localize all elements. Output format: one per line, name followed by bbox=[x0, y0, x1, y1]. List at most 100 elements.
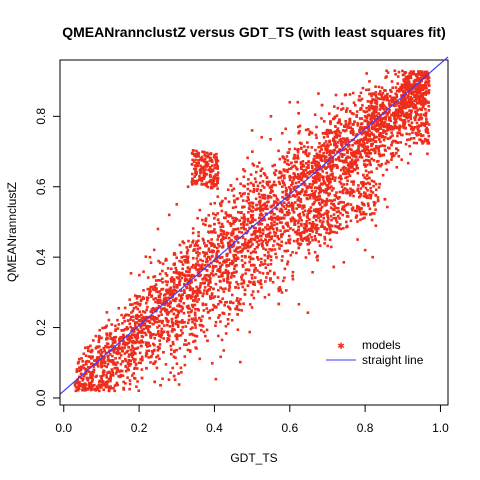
scatter-point bbox=[204, 277, 208, 280]
scatter-point bbox=[326, 128, 329, 132]
scatter-point bbox=[157, 330, 160, 333]
scatter-point bbox=[356, 206, 359, 210]
scatter-point bbox=[364, 165, 367, 168]
scatter-point bbox=[211, 212, 215, 215]
scatter-point bbox=[296, 192, 299, 196]
scatter-point bbox=[326, 144, 330, 148]
scatter-point bbox=[284, 207, 287, 211]
scatter-point bbox=[191, 263, 195, 267]
scatter-point bbox=[355, 114, 358, 117]
scatter-point bbox=[170, 276, 174, 279]
scatter-point bbox=[409, 96, 413, 100]
scatter-point bbox=[426, 74, 430, 78]
scatter-point bbox=[89, 374, 92, 378]
scatter-point bbox=[114, 335, 118, 339]
scatter-point bbox=[350, 191, 354, 195]
scatter-point bbox=[186, 261, 190, 264]
scatter-point bbox=[389, 119, 393, 123]
scatter-point bbox=[133, 302, 137, 305]
scatter-point bbox=[217, 334, 220, 338]
scatter-point bbox=[183, 355, 187, 358]
legend-models-marker: ✱ bbox=[337, 342, 345, 352]
scatter-point bbox=[299, 242, 303, 246]
scatter-point bbox=[305, 186, 309, 190]
scatter-point bbox=[326, 210, 330, 214]
scatter-point bbox=[357, 152, 361, 155]
scatter-point bbox=[222, 278, 226, 281]
scatter-point bbox=[221, 235, 225, 239]
scatter-point bbox=[367, 105, 371, 108]
scatter-point bbox=[285, 162, 289, 166]
scatter-point bbox=[228, 248, 232, 252]
scatter-point bbox=[164, 298, 168, 301]
scatter-point bbox=[270, 237, 273, 241]
scatter-point bbox=[250, 293, 254, 297]
scatter-point bbox=[297, 196, 300, 199]
scatter-point bbox=[380, 163, 384, 166]
scatter-point bbox=[356, 187, 360, 191]
scatter-point bbox=[144, 333, 148, 337]
scatter-point bbox=[230, 262, 233, 266]
scatter-point bbox=[318, 244, 322, 247]
scatter-point bbox=[325, 203, 328, 206]
scatter-point bbox=[236, 297, 239, 300]
scatter-point bbox=[412, 81, 416, 85]
scatter-point bbox=[346, 143, 350, 147]
scatter-point bbox=[395, 141, 398, 144]
scatter-point bbox=[339, 227, 343, 231]
scatter-point bbox=[258, 213, 262, 217]
scatter-point bbox=[308, 211, 311, 215]
scatter-point bbox=[363, 119, 366, 122]
scatter-point bbox=[393, 111, 397, 114]
scatter-point bbox=[143, 322, 147, 326]
scatter-point bbox=[342, 137, 346, 141]
legend: ✱ models straight line bbox=[326, 338, 424, 367]
scatter-point bbox=[421, 100, 424, 104]
scatter-point bbox=[370, 131, 373, 135]
scatter-point bbox=[100, 358, 104, 361]
scatter-point bbox=[159, 299, 162, 302]
scatter-point bbox=[251, 150, 254, 153]
scatter-point bbox=[183, 278, 187, 281]
scatter-point bbox=[309, 170, 312, 173]
scatter-point bbox=[315, 231, 318, 235]
scatter-point bbox=[217, 255, 221, 259]
scatter-point bbox=[138, 295, 142, 298]
scatter-point bbox=[200, 155, 204, 159]
scatter-point bbox=[78, 357, 81, 361]
scatter-point bbox=[306, 210, 310, 213]
scatter-point bbox=[374, 85, 377, 88]
y-tick-label: 0.4 bbox=[34, 248, 48, 265]
scatter-point bbox=[250, 233, 254, 237]
scatter-point bbox=[407, 80, 411, 84]
scatter-point bbox=[195, 347, 198, 350]
scatter-point bbox=[285, 203, 288, 207]
scatter-point bbox=[164, 272, 168, 275]
scatter-point bbox=[342, 165, 346, 169]
scatter-point bbox=[220, 209, 224, 213]
scatter-point bbox=[151, 333, 154, 337]
scatter-point bbox=[384, 76, 387, 79]
scatter-point bbox=[213, 295, 217, 298]
scatter-point bbox=[414, 103, 417, 107]
scatter-point bbox=[261, 229, 265, 232]
scatter-point bbox=[210, 160, 214, 164]
scatter-point bbox=[330, 185, 333, 188]
scatter-point bbox=[350, 180, 353, 183]
scatter-point bbox=[326, 244, 330, 248]
scatter-point bbox=[279, 217, 283, 221]
scatter-point bbox=[75, 379, 79, 383]
scatter-point bbox=[158, 339, 161, 342]
scatter-point bbox=[317, 212, 320, 216]
scatter-point bbox=[380, 117, 384, 120]
scatter-point bbox=[168, 293, 172, 297]
scatter-point bbox=[150, 295, 153, 298]
scatter-point bbox=[197, 239, 200, 243]
scatter-point bbox=[217, 295, 220, 299]
scatter-point bbox=[312, 161, 316, 164]
scatter-point bbox=[362, 110, 366, 113]
scatter-point bbox=[181, 325, 185, 329]
scatter-point bbox=[286, 159, 290, 162]
scatter-point bbox=[74, 389, 78, 393]
scatter-point bbox=[145, 319, 148, 323]
